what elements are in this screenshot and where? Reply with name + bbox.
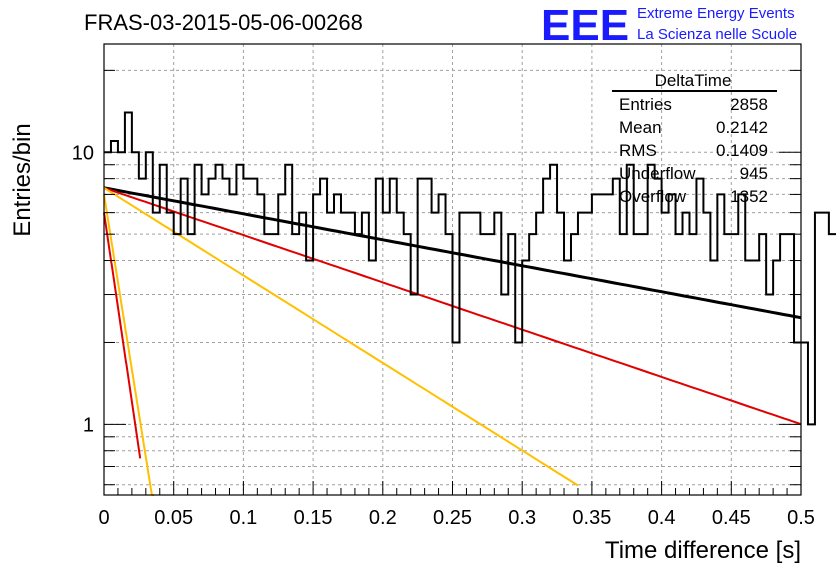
stats-value: 945 [740,164,768,183]
y-axis-label: Entries/bin [9,123,36,236]
org-name-line2: La Scienza nelle Scuole [637,26,797,43]
x-tick-label: 0.1 [229,507,257,529]
stats-label: Overflow [619,187,687,206]
chart-title: FRAS-03-2015-05-06-00268 [84,10,363,35]
stats-label: Underflow [619,164,696,183]
stats-value: 0.2142 [716,118,768,137]
eee-logo: EEE [541,1,629,50]
x-tick-label: 0.45 [712,507,751,529]
x-tick-label: 0.15 [294,507,333,529]
x-tick-label: 0.2 [369,507,397,529]
x-tick-label: 0.25 [433,507,472,529]
histogram-outline [104,111,836,426]
y-tick-label: 1 [83,414,94,436]
stats-value: 2858 [730,95,768,114]
org-name-line1: Extreme Energy Events [637,5,795,22]
x-axis-ticks: 0 0.05 0.1 0.15 0.2 0.25 0.3 0.35 0.4 0.45 0.5 [98,481,815,529]
stats-value: 1352 [730,187,768,206]
stats-label: Mean [619,118,662,137]
x-tick-label: 0.3 [508,507,536,529]
x-tick-label: 0.5 [787,507,815,529]
y-axis-ticks: 1 10 [72,69,801,486]
x-tick-label: 0.05 [154,507,193,529]
y-tick-label: 10 [72,142,94,164]
x-tick-label: 0.4 [648,507,676,529]
fit-curve [103,212,142,459]
stats-label: Entries [619,95,672,114]
x-axis-label: Time difference [s] [605,537,801,564]
stats-label: RMS [619,141,657,160]
fit-curve [103,194,155,496]
fit-curves [103,186,802,496]
x-tick-label: 0.35 [572,507,611,529]
stats-box: DeltaTime Entries 2858 Mean 0.2142 RMS 0.1409… [612,71,777,206]
stats-value: 0.1409 [716,141,768,160]
fit-curve [103,187,579,487]
stats-name: DeltaTime [655,71,732,90]
x-tick-label: 0 [98,507,109,529]
